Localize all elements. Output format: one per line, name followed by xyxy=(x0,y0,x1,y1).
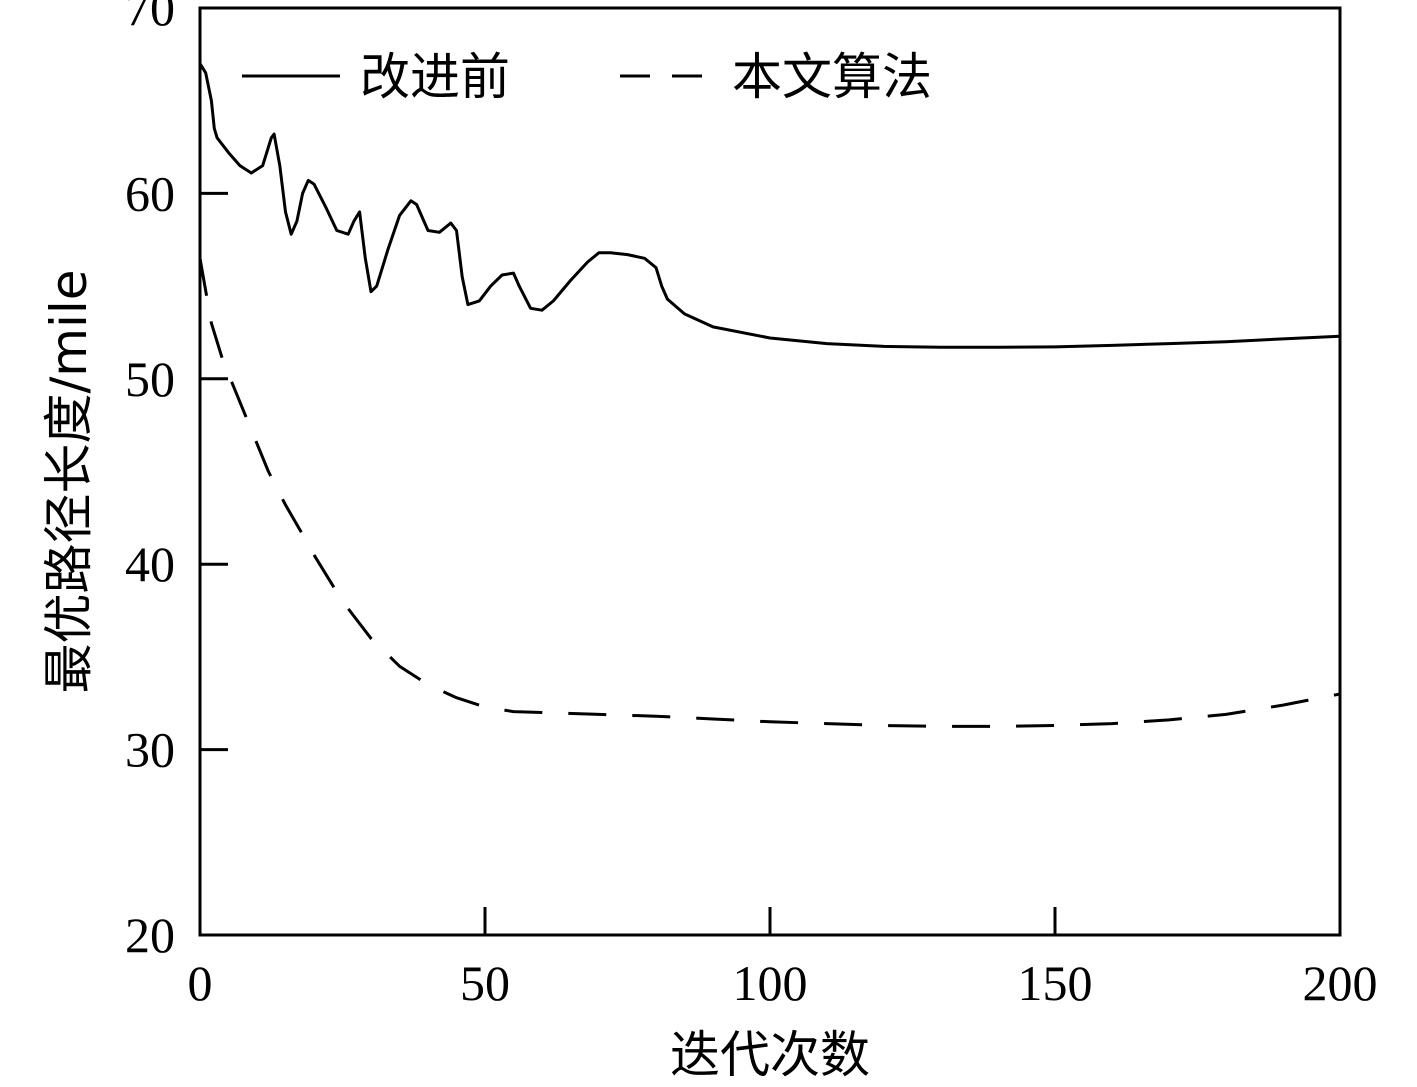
legend: 改进前 本文算法 xyxy=(242,48,932,106)
plot-frame xyxy=(198,6,1342,937)
legend-label-1: 改进前 xyxy=(360,48,510,106)
x-tick-label: 200 xyxy=(1303,955,1378,1011)
y-tick-label: 30 xyxy=(125,722,175,778)
y-tick-label: 50 xyxy=(125,351,175,407)
y-tick-label: 70 xyxy=(125,0,175,36)
legend-label-2: 本文算法 xyxy=(732,48,932,106)
x-axis-label: 迭代次数 xyxy=(670,1026,870,1084)
x-tick-label: 150 xyxy=(1018,955,1093,1011)
y-tick-label: 60 xyxy=(125,165,175,221)
x-tick-label: 50 xyxy=(460,955,510,1011)
series-layer xyxy=(198,62,1341,728)
x-tick-label: 100 xyxy=(733,955,808,1011)
axis-ticks: 0 50 100 150 200 20 30 40 50 60 70 xyxy=(125,0,1378,1011)
series-line-1 xyxy=(198,62,1341,349)
y-axis-label: 最优路径长度/mile xyxy=(40,269,98,693)
plot-area xyxy=(198,6,1342,937)
y-tick-label: 40 xyxy=(125,536,175,592)
y-tick-label: 20 xyxy=(125,907,175,963)
x-tick-label: 0 xyxy=(188,955,213,1011)
series-line-2 xyxy=(198,258,1341,728)
